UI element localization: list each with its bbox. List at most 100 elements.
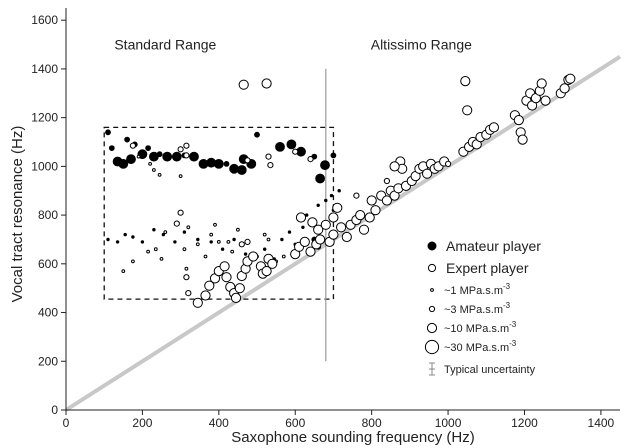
amateur-point [286,139,297,150]
expert-point [565,73,576,84]
expert-point [341,231,352,243]
expert-point [203,254,208,259]
expert-point [186,225,191,230]
amateur-point [161,232,166,237]
standard-range-label: Standard Range [114,37,216,53]
legend-size-marker [428,305,436,313]
expert-point [185,290,192,297]
expert-point [295,212,307,223]
amateur-point [263,247,267,251]
expert-point [381,195,392,206]
expert-point [200,290,211,301]
amateur-point [115,240,120,244]
amateur-point [209,240,213,244]
y-tick-label: 1200 [31,111,58,125]
legend-size-label: ~3 MPa.s.m-3 [444,301,511,316]
reference-line-layer [64,55,622,412]
amateur-point [106,237,110,242]
y-tick-label: 200 [38,354,58,368]
expert-point [226,240,231,244]
expert-point [305,246,316,257]
legend: Amateur player Expert player ~1 MPa.s.m-3 ~… [424,238,541,376]
amateur-point [329,193,334,198]
expert-point [219,261,230,272]
data-points [105,73,576,308]
expert-point [320,219,331,230]
expert-point [261,266,272,277]
y-tick-label: 600 [38,257,58,271]
expert-point [136,154,141,159]
x-tick-label: 400 [209,416,229,430]
expert-point [265,153,272,160]
expert-point [173,220,180,227]
amateur-point [189,151,199,162]
amateur-point [254,131,260,138]
legend-size-marker [424,339,440,355]
x-tick-label: 1200 [511,416,538,430]
amateur-point [108,145,115,151]
expert-point [422,168,433,179]
expert-point [517,134,528,145]
expert-point [163,230,168,235]
y-tick-label: 1600 [31,13,58,27]
y-tick-label: 400 [38,306,58,320]
y-tick-label: 0 [51,403,58,417]
legend-size-marker [426,322,438,334]
amateur-point [140,240,145,244]
amateur-point [105,129,111,136]
legend-size-label: ~30 MPa.s.m-3 [444,339,517,354]
expert-point [261,78,272,89]
axes: 0 200 400 600 800 1000 1200 1400 0 200 400 600 800 10… [31,8,620,430]
expert-point [148,162,153,166]
expert-point [513,115,524,126]
reference-line [64,55,622,412]
amateur-point [162,151,173,162]
amateur-point [173,240,177,244]
x-tick-label: 1400 [588,416,615,430]
expert-point [559,83,570,94]
legend-amateur-label: Amateur player [446,238,541,254]
expert-point [383,177,390,185]
amateur-point [152,228,156,232]
expert-point [192,297,203,308]
legend-expert-label: Expert player [446,260,529,276]
amateur-point [287,230,292,234]
amateur-point [171,151,182,162]
amateur-point [236,165,247,175]
expert-point [262,232,267,237]
legend-uncertainty-label: Typical uncertainty [444,364,536,376]
expert-point [370,205,381,216]
amateur-point [131,235,135,239]
expert-point [209,232,214,237]
y-tick-label: 1000 [31,159,58,173]
expert-point [445,160,452,167]
expert-point [121,269,126,274]
x-tick-label: 1000 [435,416,462,430]
expert-point [353,192,360,199]
expert-point [358,224,370,235]
expert-point [355,210,366,221]
expert-point [336,222,347,233]
expert-point [195,242,200,247]
amateur-point [337,189,341,193]
expert-point [536,78,547,89]
expert-point [266,237,271,242]
expert-point [389,161,400,172]
expert-point [131,259,135,264]
expert-point [462,105,473,116]
expert-point [244,157,251,164]
x-axis-title: Saxophone sounding frequency (Hz) [231,429,475,446]
x-tick-label: 200 [132,416,152,430]
amateur-point [275,141,285,152]
amateur-point [124,136,130,143]
expert-point [267,162,274,169]
expert-point [540,95,551,106]
legend-size-label: ~1 MPa.s.m-3 [444,282,511,297]
amateur-point [316,203,320,208]
expert-point [204,280,215,291]
expert-point [299,236,310,247]
amateur-point [232,237,236,242]
legend-size-label: ~10 MPa.s.m-3 [444,320,517,335]
expert-point [328,212,339,223]
